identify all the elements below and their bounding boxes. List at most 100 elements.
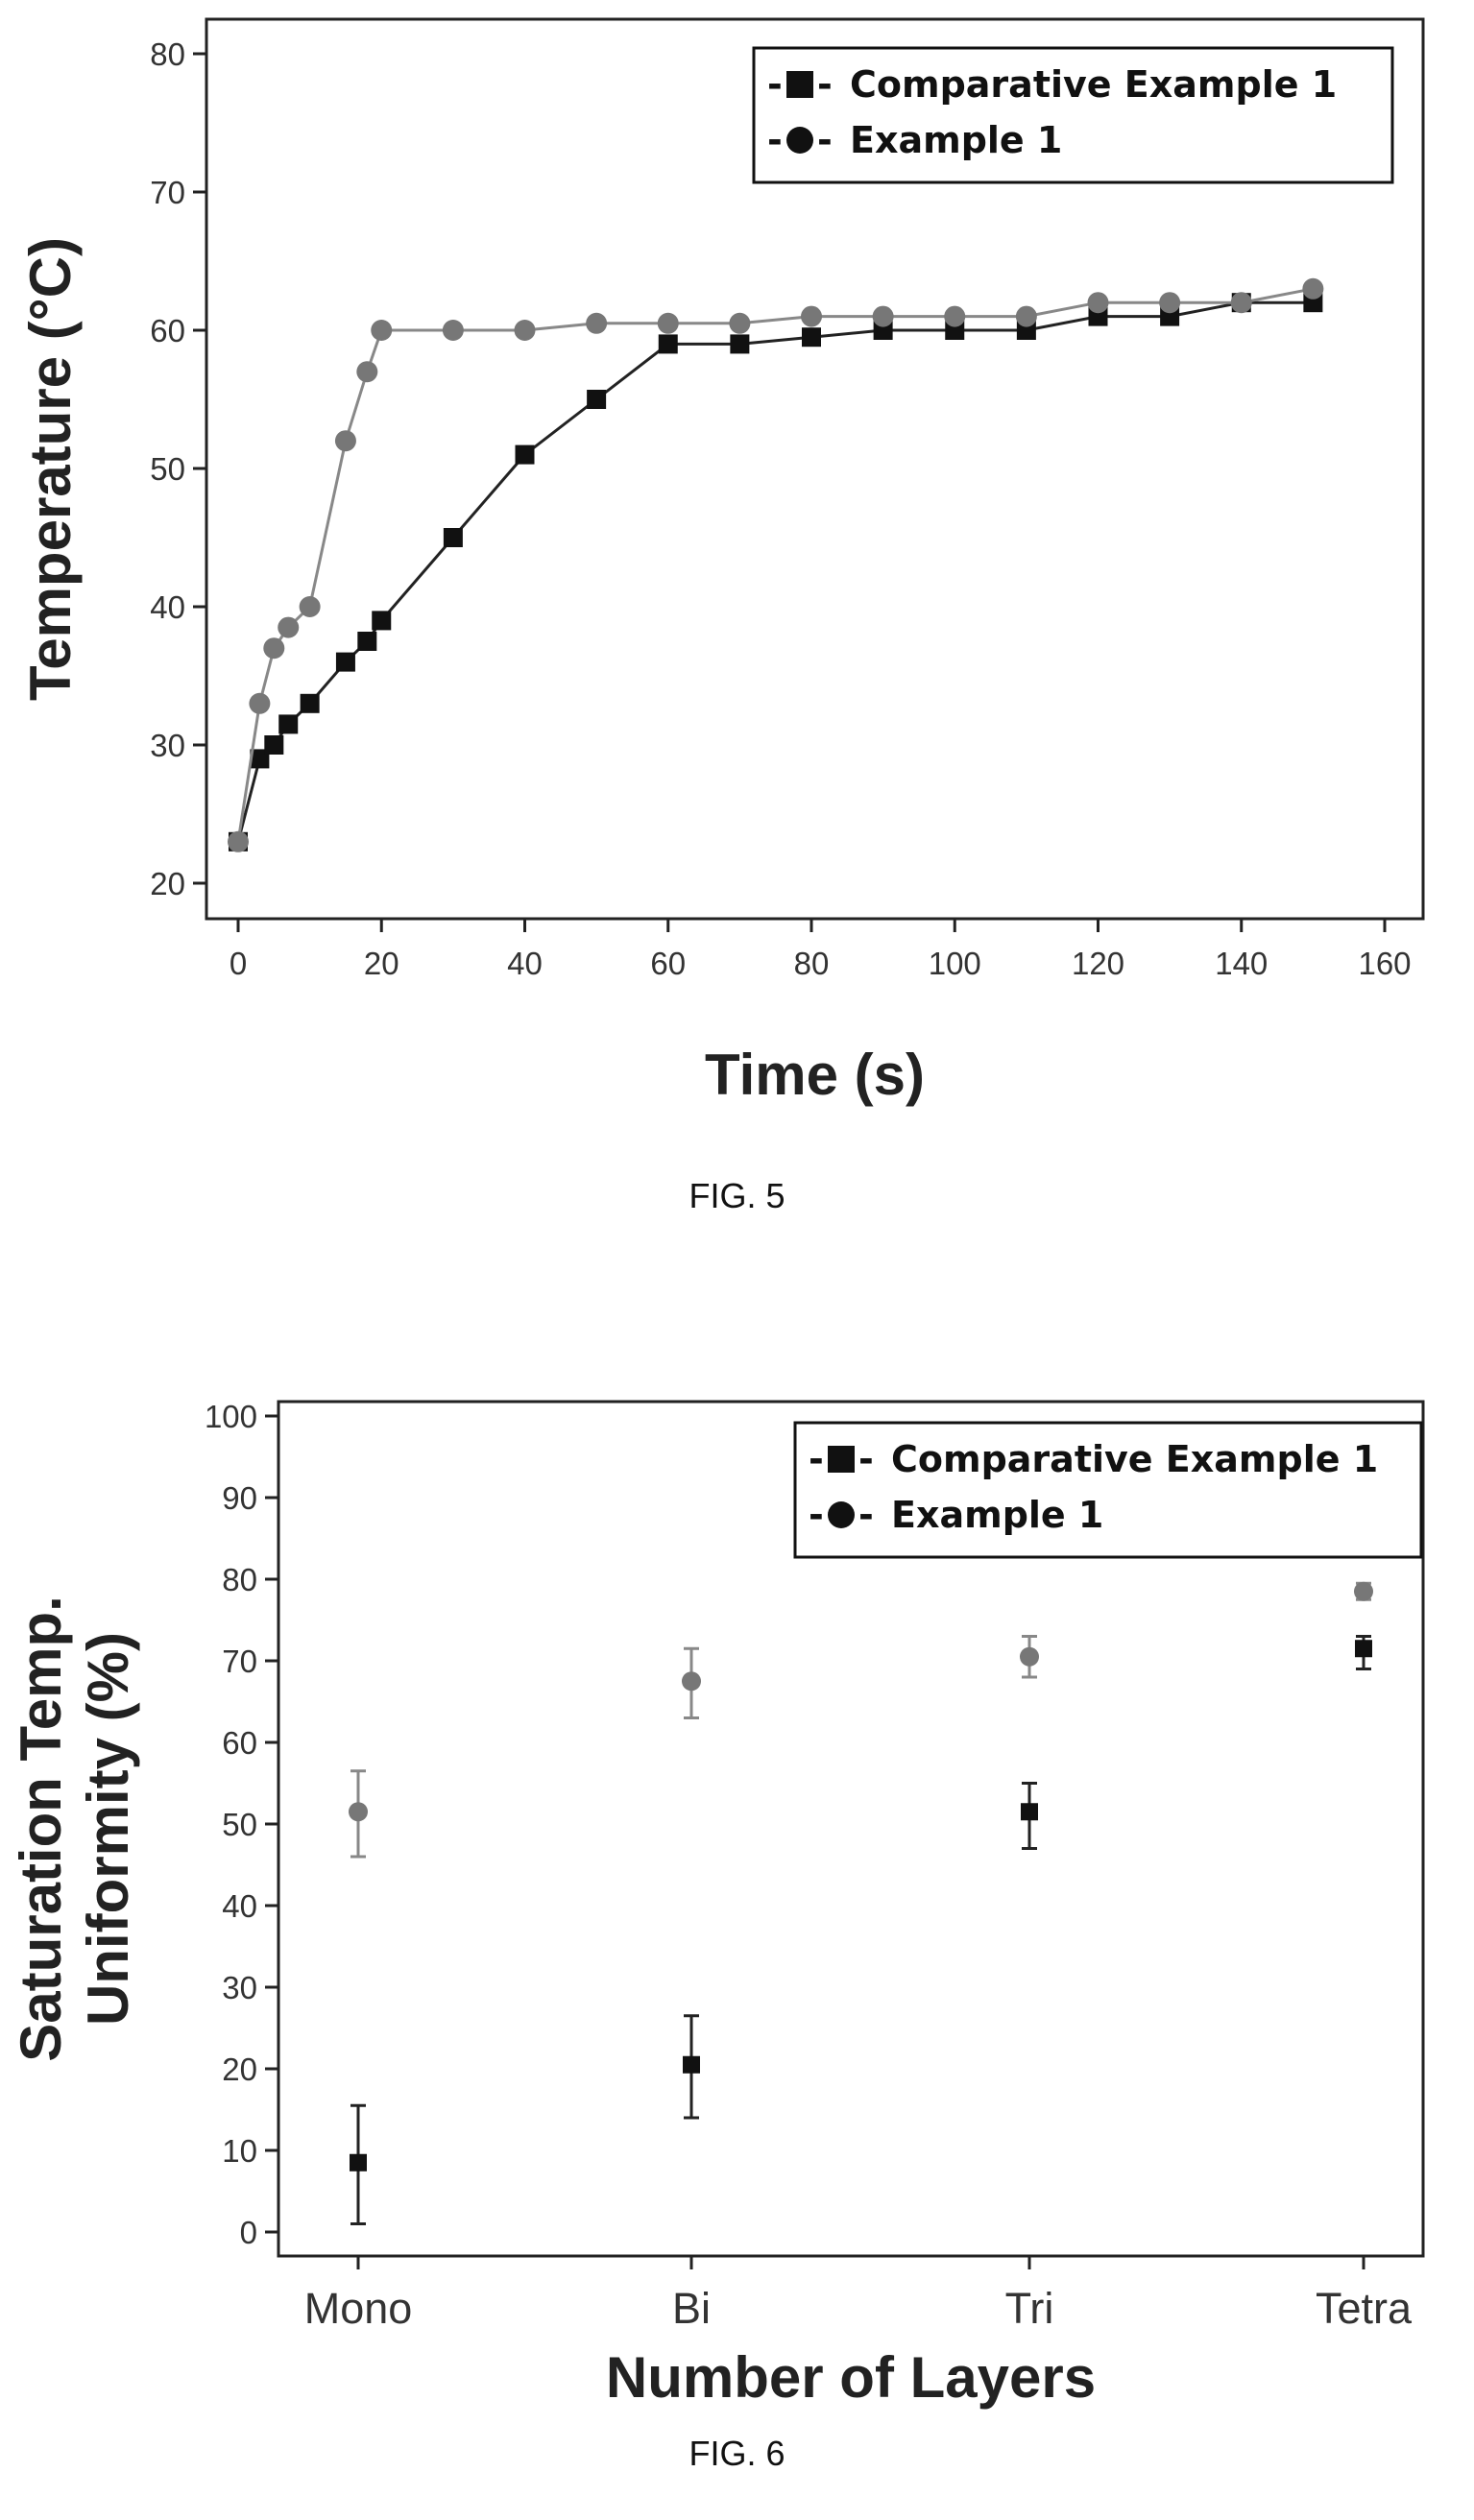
data-point xyxy=(299,596,321,617)
y-tick-label: 80 xyxy=(222,1562,257,1597)
legend-label: Comparative Example 1 xyxy=(850,63,1337,106)
legend-prefix: - xyxy=(767,119,783,161)
data-point xyxy=(443,528,463,547)
series-example-1 xyxy=(349,1581,1373,1859)
category-label: Bi xyxy=(672,2284,711,2333)
data-point xyxy=(371,320,393,341)
y-axis-title: Temperature (°C) xyxy=(18,237,83,701)
category-label: Mono xyxy=(304,2284,413,2333)
data-point xyxy=(514,320,536,341)
fig6-caption: FIG. 6 xyxy=(689,2434,785,2473)
data-point xyxy=(264,735,284,755)
legend-suffix: - xyxy=(858,1494,874,1536)
y-tick-label: 30 xyxy=(150,728,185,763)
y-tick-label: 50 xyxy=(150,451,185,487)
legend-suffix: - xyxy=(817,119,833,161)
legend-marker-circle xyxy=(786,127,813,154)
data-point xyxy=(356,361,378,383)
data-point xyxy=(1159,292,1181,314)
fig5-caption: FIG. 5 xyxy=(689,1176,785,1215)
legend: - - Comparative Example 1- - Example 1 xyxy=(793,1421,1423,1559)
data-point xyxy=(1015,305,1037,327)
legend-suffix: - xyxy=(817,63,833,106)
data-point xyxy=(587,390,607,409)
fig6-chart: 0 10 20 30 40 50 60 70 80 90 100 Mono Bi Tri Tetra Numb… xyxy=(9,1399,1425,2410)
y-tick-label: 40 xyxy=(150,589,185,625)
series-line xyxy=(236,300,1314,843)
legend-label: Example 1 xyxy=(891,1494,1103,1536)
data-point xyxy=(1020,1646,1039,1667)
data-point xyxy=(278,714,299,734)
data-point xyxy=(801,305,822,327)
data-point xyxy=(278,616,300,638)
x-axis-title: Number of Layers xyxy=(606,2345,1096,2410)
series-comparative-example-1 xyxy=(350,1635,1372,2225)
x-tick-label: 140 xyxy=(1215,946,1268,981)
x-axis-title: Time (s) xyxy=(705,1043,925,1107)
legend-frame xyxy=(752,46,1394,184)
fig5-chart: 20 30 40 50 60 70 80 0 20 40 60 80 100 120 140 160 Time … xyxy=(18,17,1425,1107)
data-point xyxy=(350,2153,367,2172)
x-tick-label: 120 xyxy=(1072,946,1124,981)
legend-marker-square xyxy=(828,1446,855,1473)
x-tick-label: 160 xyxy=(1358,946,1411,981)
category-label: Tri xyxy=(1005,2284,1054,2333)
data-point xyxy=(586,312,608,334)
data-point xyxy=(335,652,355,672)
y-tick-label: 70 xyxy=(222,1644,257,1679)
data-point xyxy=(349,1802,368,1822)
y-tick-label: 60 xyxy=(150,313,185,348)
x-tick-label: 20 xyxy=(364,946,399,981)
y-tick-label: 0 xyxy=(240,2215,257,2250)
legend-prefix: - xyxy=(809,1438,824,1480)
x-tick-label: 0 xyxy=(230,946,247,981)
y-tick-label: 10 xyxy=(222,2133,257,2169)
data-point xyxy=(228,830,249,852)
legend-marker-square xyxy=(786,71,813,98)
legend-label: Comparative Example 1 xyxy=(891,1438,1378,1480)
data-point xyxy=(729,312,751,334)
x-tick-label: 60 xyxy=(650,946,686,981)
series-example-1 xyxy=(228,277,1324,852)
y-tick-label: 100 xyxy=(205,1399,257,1434)
y-axis-title-line2: Uniformity (%) xyxy=(76,1632,140,2026)
data-point xyxy=(802,327,821,348)
data-point xyxy=(1354,1581,1373,1601)
legend: - - Comparative Example 1- - Example 1 xyxy=(752,46,1394,184)
data-point xyxy=(657,312,679,334)
data-point xyxy=(683,2055,700,2074)
legend-prefix: - xyxy=(767,63,783,106)
data-point xyxy=(300,693,320,713)
data-point xyxy=(1302,277,1324,300)
plot-frame xyxy=(277,1400,1425,2258)
data-point xyxy=(334,430,356,452)
data-point xyxy=(442,320,464,341)
legend-label: Example 1 xyxy=(850,119,1062,161)
data-point xyxy=(249,692,271,714)
data-point xyxy=(730,334,750,354)
category-label: Tetra xyxy=(1316,2284,1413,2333)
data-point xyxy=(872,305,894,327)
y-tick-label: 90 xyxy=(222,1480,257,1516)
y-tick-label: 60 xyxy=(222,1725,257,1761)
series-comparative-example-1 xyxy=(229,293,1323,852)
data-point xyxy=(682,1671,701,1692)
y-tick-label: 20 xyxy=(150,866,185,901)
y-tick-label: 80 xyxy=(150,36,185,72)
data-point xyxy=(1021,1803,1038,1821)
x-tick-label: 80 xyxy=(794,946,830,981)
legend-marker-circle xyxy=(828,1501,855,1528)
data-point xyxy=(944,305,966,327)
data-point xyxy=(1230,292,1252,314)
data-point xyxy=(515,444,535,465)
y-tick-label: 50 xyxy=(222,1807,257,1842)
y-tick-label: 40 xyxy=(222,1888,257,1924)
legend-prefix: - xyxy=(809,1494,824,1536)
y-tick-label: 70 xyxy=(150,175,185,210)
legend-suffix: - xyxy=(858,1438,874,1480)
y-tick-label: 20 xyxy=(222,2052,257,2087)
series-line xyxy=(236,287,1314,843)
data-point xyxy=(1087,292,1109,314)
y-tick-label: 30 xyxy=(222,1970,257,2005)
x-tick-label: 40 xyxy=(507,946,543,981)
